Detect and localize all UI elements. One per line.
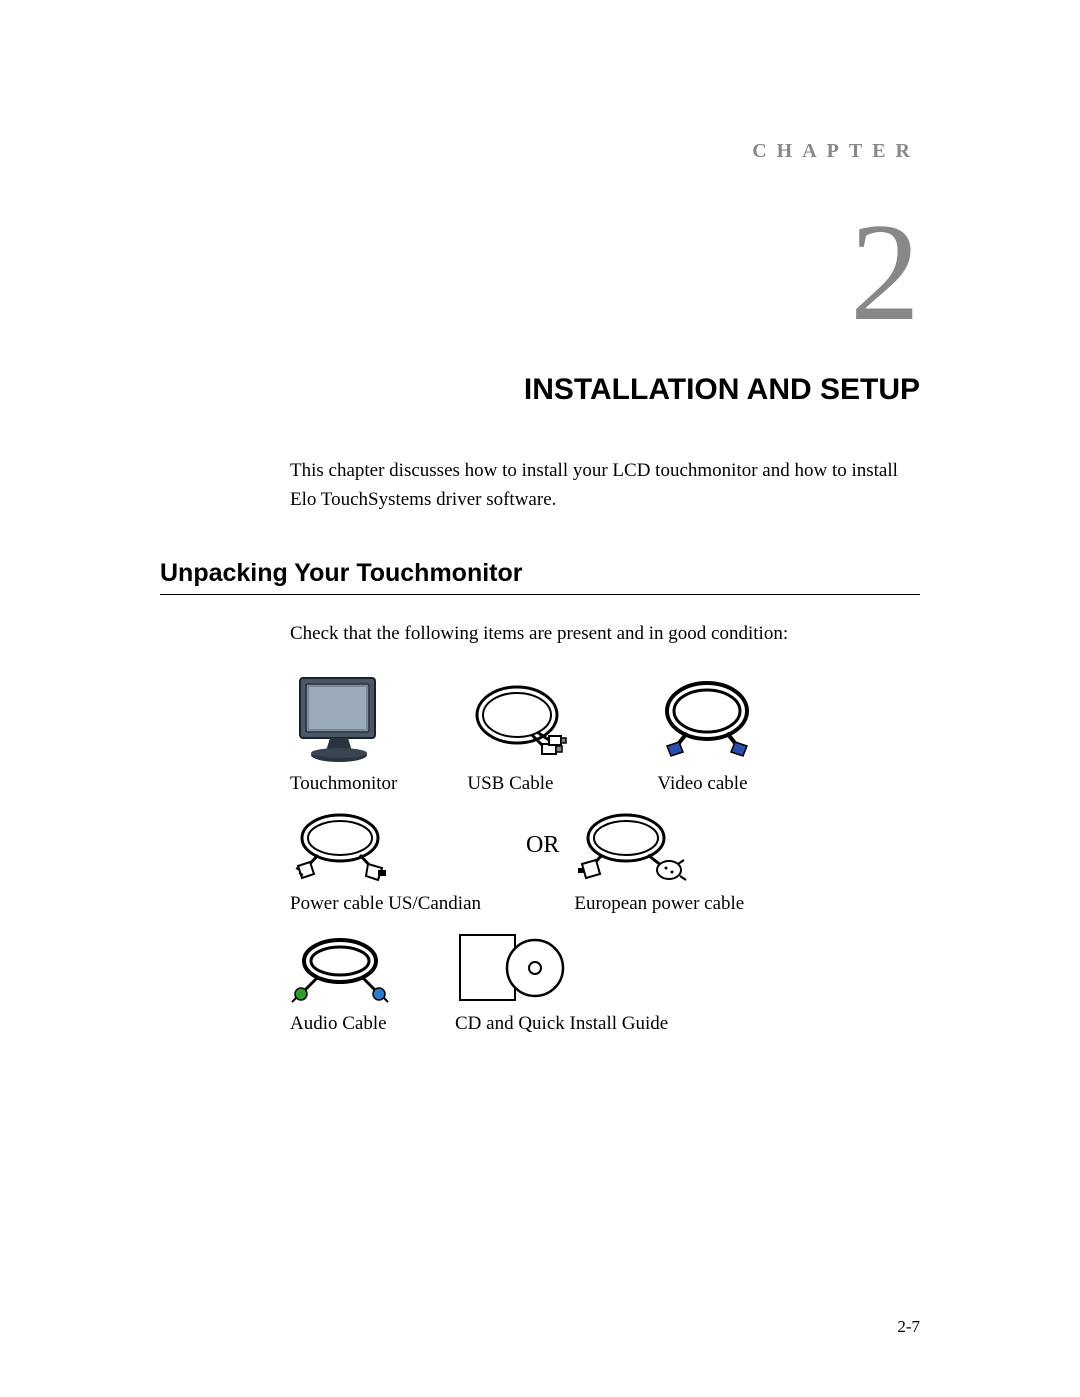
audio-cable-icon	[290, 935, 400, 1005]
power-eu-label: European power cable	[574, 893, 744, 915]
usb-cable-label: USB Cable	[467, 773, 553, 795]
item-power-eu: European power cable	[574, 810, 744, 915]
check-text: Check that the following items are prese…	[290, 623, 920, 645]
touchmonitor-label: Touchmonitor	[290, 773, 397, 795]
item-cd-guide: CD and Quick Install Guide	[455, 930, 668, 1035]
row-2: Power cable US/Candian OR	[290, 810, 920, 915]
power-eu-icon	[574, 810, 694, 885]
row-3: Audio Cable CD and Quick Install Guide	[290, 930, 920, 1035]
power-us-label: Power cable US/Candian	[290, 893, 481, 915]
section-heading: Unpacking Your Touchmonitor	[160, 559, 920, 595]
item-power-us: Power cable US/Candian	[290, 810, 481, 915]
cd-guide-label: CD and Quick Install Guide	[455, 1013, 668, 1035]
chapter-label: CHAPTER	[160, 140, 920, 163]
item-audio-cable: Audio Cable	[290, 935, 400, 1035]
or-text: OR	[526, 832, 559, 859]
usb-cable-icon	[467, 675, 577, 765]
audio-cable-label: Audio Cable	[290, 1013, 387, 1035]
items-grid: Touchmonitor USB Cable	[290, 675, 920, 1035]
power-us-icon	[290, 810, 405, 885]
touchmonitor-icon	[290, 675, 390, 765]
item-video-cable: Video cable	[657, 675, 767, 795]
page-number: 2-7	[897, 1317, 920, 1337]
row-1: Touchmonitor USB Cable	[290, 675, 920, 795]
cd-guide-icon	[455, 930, 575, 1005]
chapter-number: 2	[160, 203, 920, 343]
video-cable-label: Video cable	[657, 773, 747, 795]
item-touchmonitor: Touchmonitor	[290, 675, 397, 795]
video-cable-icon	[657, 675, 767, 765]
chapter-title: INSTALLATION AND SETUP	[160, 373, 920, 407]
item-usb-cable: USB Cable	[467, 675, 577, 795]
intro-paragraph: This chapter discusses how to install yo…	[290, 457, 920, 514]
